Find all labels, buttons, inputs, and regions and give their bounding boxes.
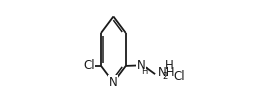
Text: H: H [141, 67, 147, 76]
Text: 2: 2 [163, 72, 168, 81]
Text: N: N [137, 59, 146, 72]
Text: H: H [165, 59, 173, 72]
Text: NH: NH [158, 66, 175, 79]
Text: N: N [109, 76, 118, 89]
Text: Cl: Cl [174, 70, 185, 83]
Text: Cl: Cl [83, 59, 95, 72]
